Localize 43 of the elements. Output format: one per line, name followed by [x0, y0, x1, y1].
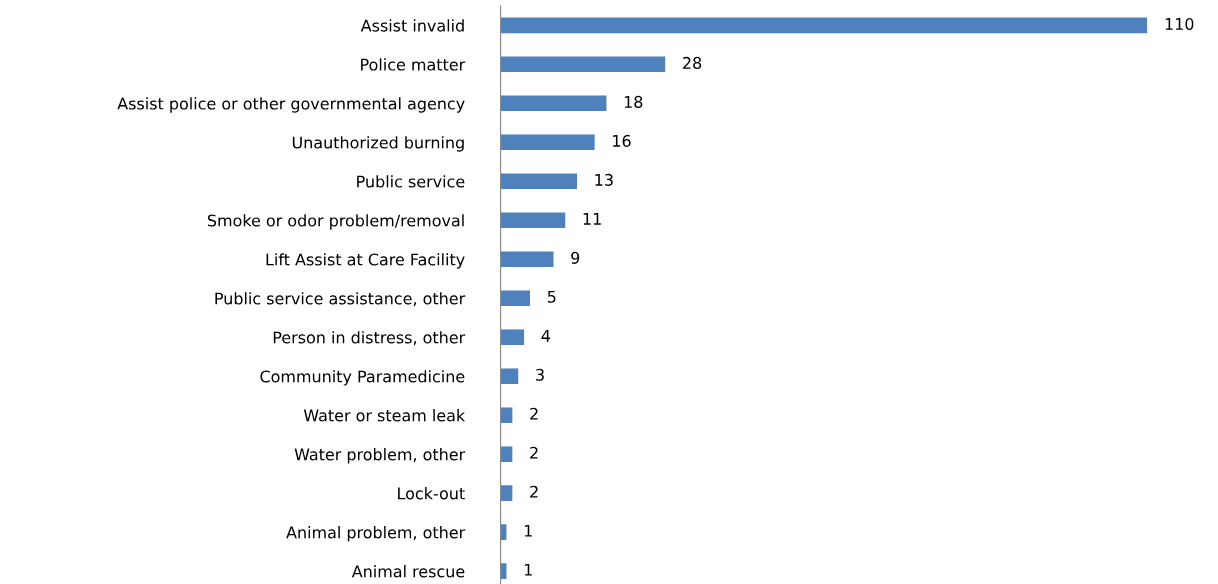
y-tick-label: Community Paramedicine — [260, 370, 465, 386]
y-tick-label: Person in distress, other — [273, 331, 466, 346]
data-label: 13 — [595, 173, 613, 186]
data-label: 1 — [524, 524, 532, 537]
bar — [500, 407, 513, 423]
data-label: 11 — [583, 213, 601, 225]
data-label: 5 — [547, 291, 556, 303]
bar — [500, 212, 566, 229]
y-tick-label: Assist police or other governmental agency — [117, 97, 465, 113]
bar — [500, 134, 595, 151]
y-tick-label: Smoke or odor problem/removal — [207, 214, 464, 230]
data-label: 4 — [541, 329, 551, 342]
y-tick-label: Water problem, other — [294, 448, 466, 464]
y-tick-label: Unauthorized burning — [292, 136, 464, 152]
bar — [500, 329, 525, 346]
data-label: 2 — [530, 407, 538, 420]
bar — [500, 251, 554, 268]
data-label: 16 — [613, 134, 631, 147]
bar — [500, 95, 607, 112]
data-label: 2 — [530, 485, 538, 498]
data-label: 3 — [536, 368, 544, 381]
bar — [500, 173, 578, 190]
y-tick-label: Animal problem, other — [286, 526, 466, 542]
y-tick-label: Water or steam leak — [303, 409, 466, 422]
bar — [500, 56, 666, 73]
y-tick-label: Assist invalid — [360, 19, 464, 32]
y-tick-label: Public service — [357, 175, 465, 188]
bar — [500, 485, 513, 501]
data-label: 28 — [683, 56, 702, 69]
bar — [500, 446, 513, 462]
y-tick-label: Lock-out — [398, 487, 465, 500]
y-tick-label: Public service assistance, other — [215, 292, 466, 307]
data-label: 9 — [571, 251, 580, 264]
data-label: 1 — [524, 563, 532, 576]
data-label: 110 — [1165, 17, 1194, 30]
y-tick-label: Police matter — [361, 58, 466, 71]
bar — [500, 290, 530, 307]
data-label: 18 — [624, 95, 643, 108]
y-tick-label: Lift Assist at Care Facility — [266, 253, 465, 269]
data-label: 2 — [530, 446, 538, 459]
bar — [500, 368, 519, 384]
bar — [500, 17, 1148, 34]
y-tick-label: Animal rescue — [351, 565, 465, 578]
